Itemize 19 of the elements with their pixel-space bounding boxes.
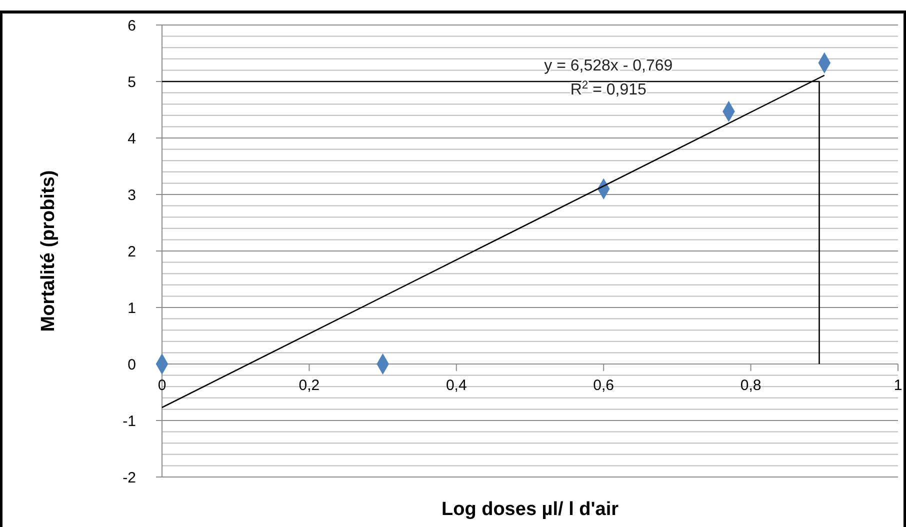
x-tick-label: 0,2 [298, 377, 320, 394]
y-tick-label: 3 [128, 186, 136, 204]
y-tick-label: 1 [128, 300, 136, 317]
y-tick-label: 6 [128, 17, 136, 34]
x-tick-label: 0,8 [740, 377, 762, 394]
x-axis-title: Log doses µl/ l d'air [442, 499, 620, 520]
y-tick-label: 5 [128, 74, 136, 91]
x-tick-label: 0,4 [446, 377, 467, 394]
x-tick-label: 0 [158, 377, 166, 394]
y-tick-label: -1 [122, 412, 136, 430]
y-tick-label: 0 [128, 356, 136, 374]
annotation: y = 6,528x - 0,769 [544, 58, 673, 75]
x-tick-label: 0,6 [593, 377, 614, 394]
y-axis-title: Mortalité (probits) [38, 170, 59, 332]
y-tick-label: 2 [128, 243, 136, 260]
x-tick-label: 1 [894, 377, 902, 394]
y-tick-label: -2 [122, 469, 136, 486]
y-tick-label: 4 [128, 130, 136, 148]
annotation: R$^{2}$ = 0,915 [570, 80, 647, 99]
